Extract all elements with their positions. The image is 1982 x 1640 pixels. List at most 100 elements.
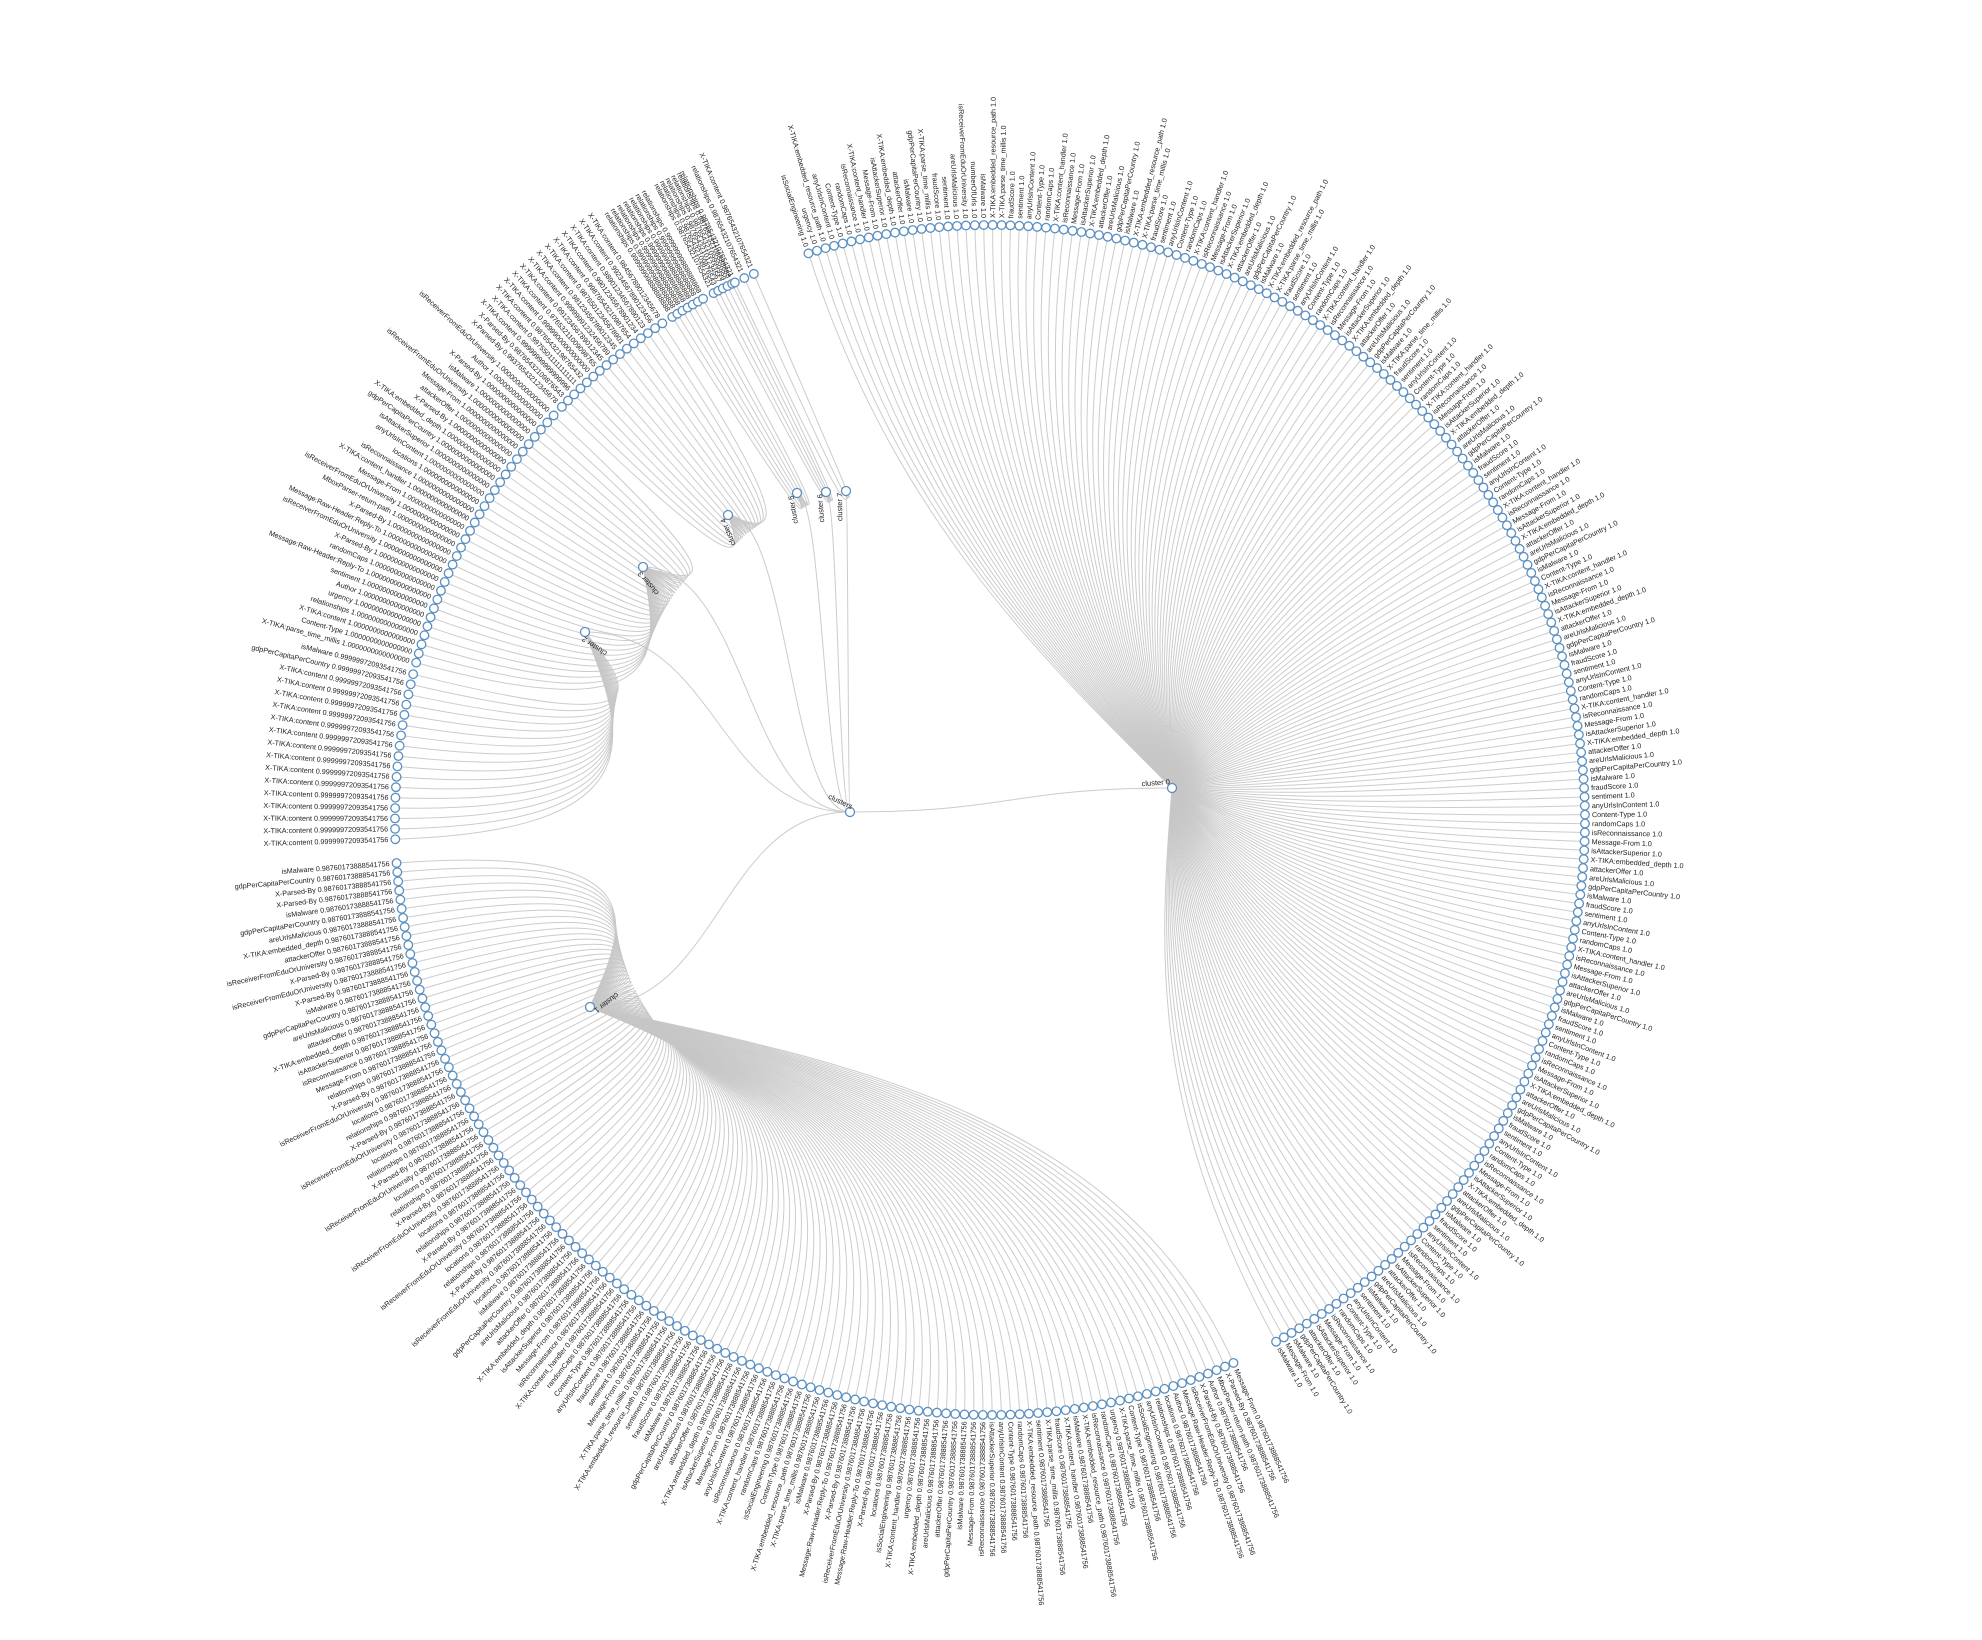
leaf-circle[interactable] [1578, 863, 1589, 874]
leaf-circle[interactable] [575, 383, 586, 394]
leaf-circle[interactable] [489, 485, 500, 496]
leaf-circle[interactable] [931, 1407, 942, 1418]
leaf-circle[interactable] [1014, 220, 1025, 231]
cluster-node[interactable]: cluster 0 [1141, 777, 1178, 794]
leaf-circle[interactable] [1023, 1408, 1034, 1419]
leaf-circle[interactable] [1463, 460, 1473, 471]
leaf-circle[interactable] [443, 1062, 454, 1073]
leaf-circle[interactable] [1337, 335, 1348, 346]
leaf-circle[interactable] [1005, 220, 1016, 231]
leaf-circle[interactable] [1203, 1368, 1213, 1379]
leaf-circle[interactable] [1564, 951, 1575, 961]
leaf-circle[interactable] [391, 771, 402, 782]
leaf-node[interactable]: randomCaps 1.0 [1580, 818, 1645, 829]
leaf-circle[interactable] [1579, 782, 1590, 793]
leaf-circle[interactable] [895, 1403, 906, 1414]
leaf-circle[interactable] [1060, 1405, 1071, 1416]
leaf-circle[interactable] [745, 1359, 756, 1370]
leaf-circle[interactable] [1555, 985, 1566, 996]
leaf-circle[interactable] [1526, 567, 1537, 578]
leaf-circle[interactable] [395, 894, 406, 905]
leaf-circle[interactable] [1171, 250, 1182, 260]
leaf-circle[interactable] [1484, 1138, 1495, 1149]
leaf-circle[interactable] [509, 1172, 520, 1183]
leaf-circle[interactable] [1023, 221, 1034, 232]
leaf-circle[interactable] [1478, 482, 1489, 493]
leaf-circle[interactable] [1205, 262, 1216, 273]
leaf-circle[interactable] [952, 220, 962, 231]
leaf-circle[interactable] [548, 410, 559, 421]
leaf-circle[interactable] [1559, 660, 1570, 670]
leaf-circle[interactable] [1398, 387, 1409, 398]
leaf-circle[interactable] [621, 343, 632, 354]
leaf-circle[interactable] [484, 493, 495, 504]
leaf-circle[interactable] [803, 248, 814, 259]
leaf-circle[interactable] [978, 220, 989, 230]
leaf-node[interactable]: numberOfUrls 1.0 [969, 161, 980, 231]
leaf-circle[interactable] [460, 1095, 471, 1106]
leaf-circle[interactable] [495, 477, 506, 488]
leaf-circle[interactable] [1307, 315, 1318, 326]
leaf-circle[interactable] [1492, 505, 1503, 515]
leaf-circle[interactable] [473, 1119, 484, 1130]
leaf-circle[interactable] [478, 1127, 489, 1138]
leaf-circle[interactable] [1514, 543, 1525, 554]
leaf-circle[interactable] [439, 576, 450, 587]
leaf-circle[interactable] [729, 277, 740, 288]
leaf-circle[interactable] [1436, 1202, 1447, 1213]
leaf-circle[interactable] [619, 1284, 630, 1295]
leaf-circle[interactable] [407, 958, 418, 968]
leaf-circle[interactable] [515, 1180, 526, 1191]
leaf-circle[interactable] [1324, 1303, 1335, 1314]
leaf-circle[interactable] [597, 1266, 608, 1277]
leaf-circle[interactable] [451, 1078, 462, 1089]
leaf-circle[interactable] [414, 984, 425, 995]
leaf-circle[interactable] [1078, 1402, 1089, 1413]
leaf-circle[interactable] [1579, 791, 1590, 802]
leaf-circle[interactable] [1464, 1167, 1474, 1178]
leaf-circle[interactable] [1474, 1153, 1485, 1164]
leaf-circle[interactable] [1577, 756, 1588, 767]
leaf-circle[interactable] [1575, 889, 1586, 900]
leaf-circle[interactable] [615, 349, 625, 360]
leaf-circle[interactable] [641, 1300, 652, 1311]
leaf-circle[interactable] [608, 354, 619, 365]
leaf-circle[interactable] [1228, 1357, 1239, 1368]
leaf-circle[interactable] [704, 1339, 714, 1350]
leaf-circle[interactable] [1577, 765, 1588, 776]
leaf-circle[interactable] [1094, 230, 1104, 241]
leaf-circle[interactable] [837, 238, 848, 249]
leaf-circle[interactable] [1042, 1407, 1053, 1418]
leaf-circle[interactable] [1033, 1408, 1044, 1419]
leaf-circle[interactable] [1530, 1052, 1541, 1063]
leaf-circle[interactable] [443, 568, 454, 579]
leaf-circle[interactable] [1412, 1229, 1423, 1240]
leaf-circle[interactable] [392, 761, 403, 772]
leaf-circle[interactable] [506, 461, 517, 472]
leaf-circle[interactable] [556, 401, 567, 412]
leaf-circle[interactable] [1322, 325, 1333, 336]
cluster-circle[interactable] [791, 487, 803, 499]
leaf-circle[interactable] [950, 1409, 961, 1419]
leaf-circle[interactable] [1497, 512, 1508, 523]
leaf-circle[interactable] [664, 1316, 675, 1327]
leaf-circle[interactable] [392, 867, 403, 878]
leaf-circle[interactable] [762, 1366, 773, 1377]
cluster-node[interactable]: cluster 7 [835, 485, 852, 522]
leaf-circle[interactable] [526, 1194, 537, 1205]
leaf-circle[interactable] [916, 224, 927, 234]
leaf-circle[interactable] [1522, 559, 1533, 570]
leaf-circle[interactable] [542, 417, 553, 428]
leaf-circle[interactable] [1261, 288, 1272, 299]
leaf-circle[interactable] [532, 1201, 543, 1212]
leaf-circle[interactable] [1141, 1389, 1152, 1399]
leaf-circle[interactable] [943, 221, 954, 232]
leaf-circle[interactable] [1534, 1044, 1545, 1055]
leaf-circle[interactable] [753, 1363, 764, 1374]
leaf-circle[interactable] [788, 1376, 799, 1387]
leaf-circle[interactable] [594, 365, 605, 376]
leaf-circle[interactable] [581, 377, 592, 388]
leaf-circle[interactable] [423, 1011, 434, 1021]
leaf-circle[interactable] [1294, 1323, 1305, 1334]
leaf-circle[interactable] [577, 1248, 588, 1259]
